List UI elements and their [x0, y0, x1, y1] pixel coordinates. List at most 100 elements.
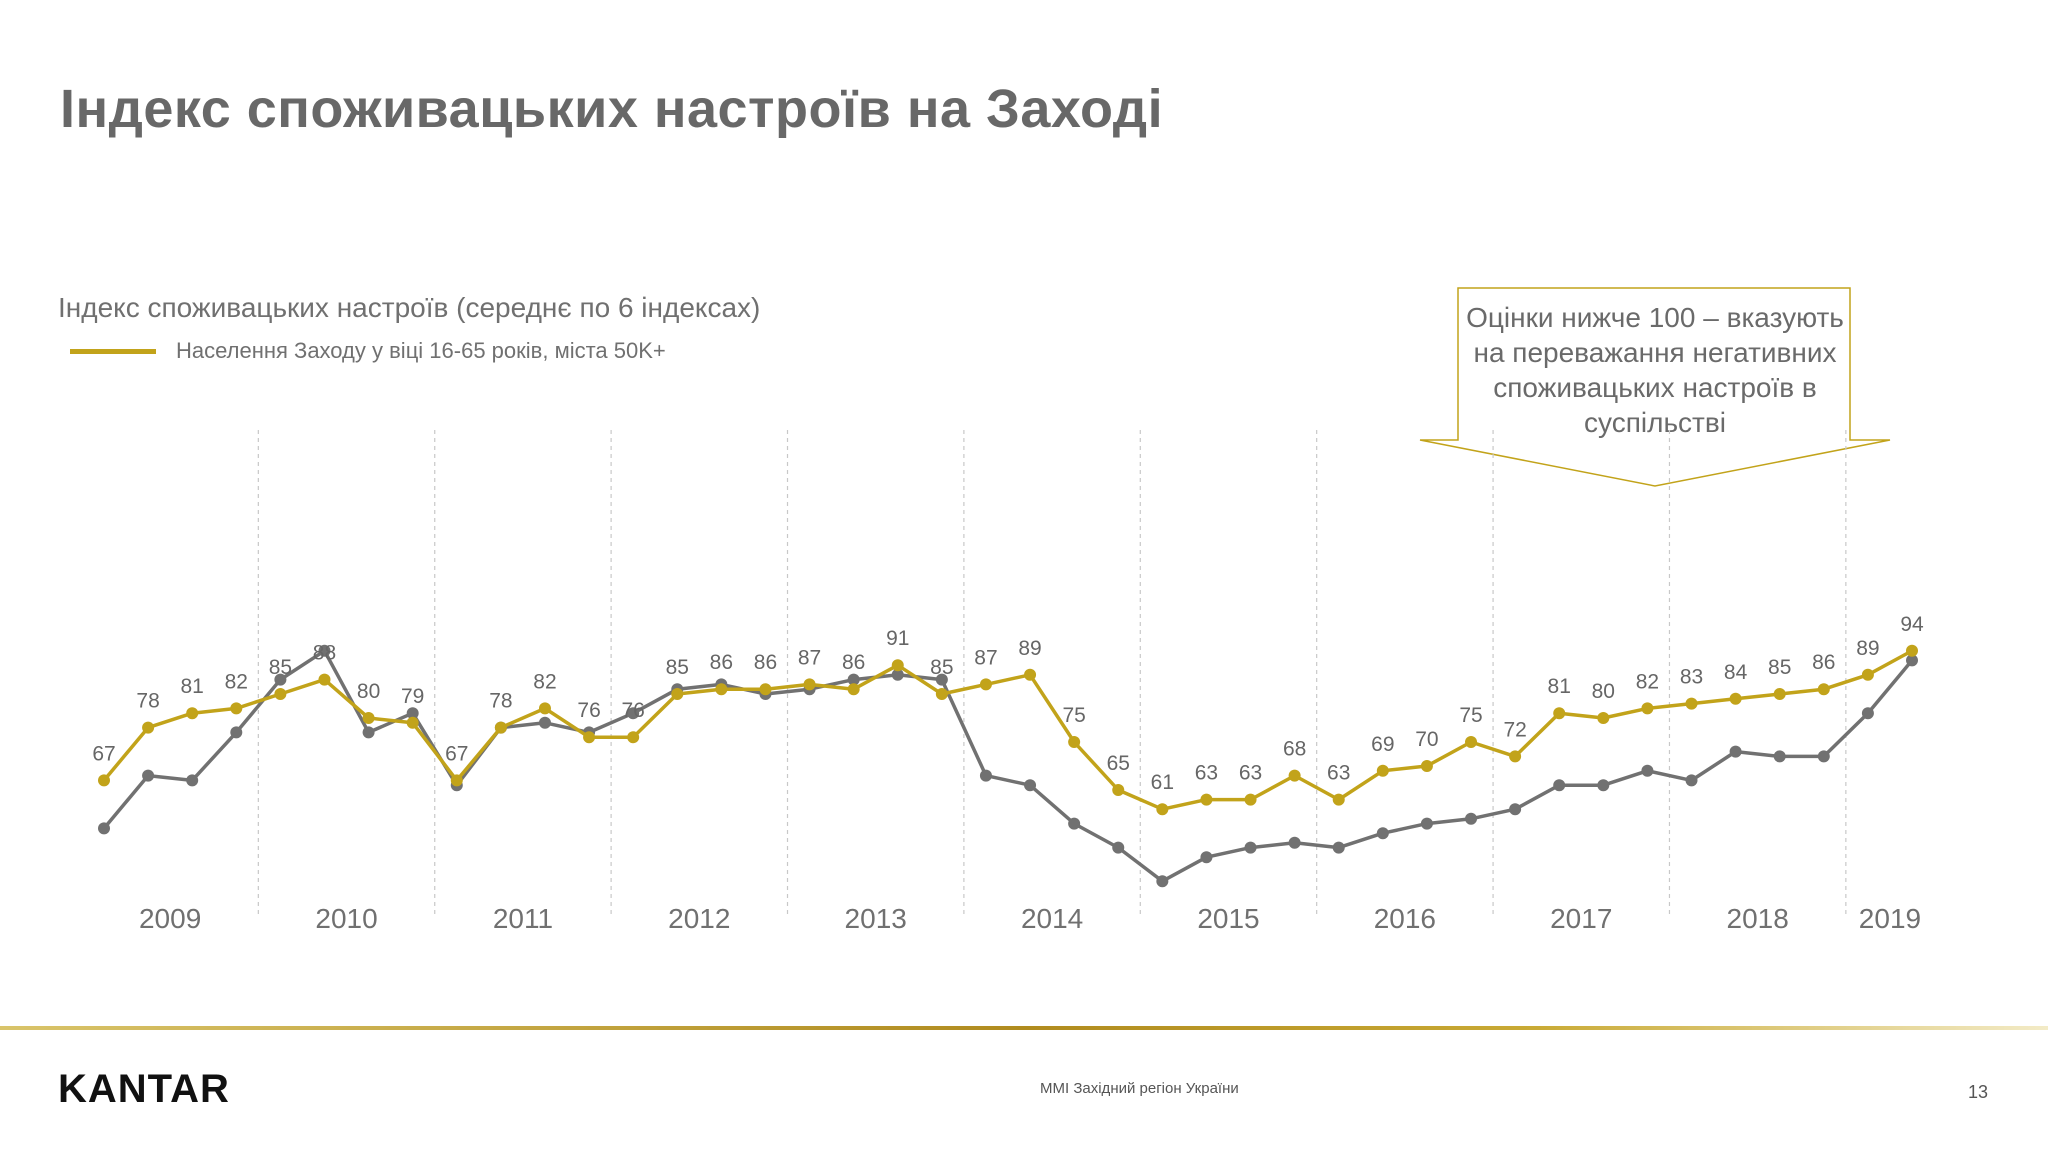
- data-point-gold: [1112, 784, 1125, 796]
- data-point-gold: [362, 712, 375, 724]
- data-point-grey: [1773, 750, 1786, 763]
- data-label: 67: [445, 742, 468, 765]
- data-point-grey: [1244, 841, 1257, 854]
- data-label: 87: [974, 646, 997, 669]
- data-label: 85: [1768, 656, 1791, 679]
- data-label: 79: [401, 685, 424, 708]
- data-point-gold: [803, 678, 816, 691]
- x-tick-label: 2019: [1859, 903, 1921, 934]
- data-point-gold: [1024, 668, 1037, 681]
- data-point-gold: [450, 774, 463, 787]
- data-label: 68: [1283, 738, 1306, 761]
- chart-legend: Населення Заходу у віці 16-65 років, міс…: [70, 338, 666, 364]
- data-point-grey: [362, 726, 375, 739]
- data-point-gold: [1376, 764, 1389, 777]
- data-point-grey: [891, 668, 904, 681]
- x-tick-label: 2011: [493, 903, 553, 934]
- data-label: 82: [533, 670, 556, 693]
- data-point-gold: [1156, 803, 1169, 816]
- data-point-gold: [1068, 736, 1081, 748]
- data-point-gold: [318, 673, 331, 686]
- data-label: 88: [313, 642, 336, 665]
- data-point-gold: [1597, 712, 1610, 724]
- data-point-grey: [1288, 836, 1301, 849]
- data-point-gold: [98, 774, 110, 787]
- data-label: 76: [577, 699, 600, 722]
- data-point-gold: [406, 716, 419, 729]
- data-label: 86: [754, 651, 777, 674]
- data-point-grey: [318, 644, 331, 657]
- x-tick-label: 2013: [845, 903, 907, 934]
- data-point-grey: [1465, 812, 1478, 825]
- footer-divider: [0, 1026, 2048, 1030]
- data-point-gold: [142, 721, 155, 734]
- data-label: 85: [666, 656, 689, 679]
- data-point-grey: [1641, 764, 1654, 777]
- data-point-gold: [1288, 769, 1301, 782]
- legend-swatch-gold: [70, 348, 156, 354]
- data-point-gold: [494, 721, 507, 734]
- footer-caption: MMI Західний регіон України: [1040, 1080, 1239, 1097]
- data-point-gold: [1906, 644, 1918, 657]
- data-point-grey: [1597, 779, 1610, 792]
- data-point-grey: [627, 707, 640, 720]
- data-point-gold: [1773, 688, 1786, 700]
- data-point-gold: [715, 683, 728, 696]
- data-point-gold: [1332, 793, 1345, 806]
- data-label: 94: [1900, 613, 1924, 636]
- x-tick-label: 2015: [1197, 903, 1259, 934]
- data-point-grey: [847, 673, 860, 686]
- data-label: 86: [842, 651, 865, 674]
- data-point-grey: [1112, 841, 1125, 854]
- x-tick-label: 2014: [1021, 903, 1083, 934]
- data-point-gold: [583, 731, 596, 744]
- x-tick-label: 2010: [315, 903, 377, 934]
- x-tick-label: 2018: [1727, 903, 1789, 934]
- data-label: 69: [1371, 733, 1394, 756]
- data-label: 72: [1503, 718, 1526, 741]
- data-point-gold: [1685, 697, 1698, 710]
- x-tick-label: 2012: [668, 903, 730, 934]
- data-label: 85: [269, 656, 292, 679]
- data-point-gold: [538, 702, 551, 715]
- data-point-gold: [186, 707, 199, 720]
- data-point-grey: [1420, 817, 1433, 830]
- data-point-grey: [979, 769, 992, 782]
- data-point-grey: [274, 673, 287, 686]
- data-label: 83: [1680, 666, 1703, 689]
- data-label: 75: [1459, 704, 1482, 727]
- data-label: 82: [225, 670, 248, 693]
- data-label: 89: [1018, 637, 1041, 660]
- data-point-gold: [1817, 683, 1830, 696]
- data-label: 67: [92, 742, 115, 765]
- data-point-gold: [230, 702, 243, 715]
- data-point-gold: [1509, 750, 1522, 763]
- data-point-grey: [406, 707, 419, 720]
- data-point-gold: [1553, 707, 1566, 720]
- data-point-gold: [1729, 692, 1742, 705]
- line-chart: 2009 2010 2011 2012 2013 2014 2015 2016 2017 2018…: [92, 430, 1924, 934]
- data-point-gold: [979, 678, 992, 691]
- legend-label: Населення Заходу у віці 16-65 років, міс…: [176, 338, 666, 363]
- data-label: 86: [1812, 651, 1835, 674]
- page-number: 13: [1967, 1082, 1988, 1102]
- data-label: 81: [1548, 675, 1571, 698]
- data-point-gold: [671, 688, 684, 700]
- data-label: 76: [621, 699, 644, 722]
- x-tick-label: 2017: [1550, 903, 1612, 934]
- callout-arrow-box: Оцінки нижче 100 – вказують на переважан…: [1418, 286, 1892, 490]
- data-label: 61: [1151, 771, 1174, 794]
- data-point-gold: [1200, 793, 1213, 806]
- page-title: Індекс споживацьких настроїв на Заході: [60, 79, 1164, 139]
- data-label: 63: [1239, 762, 1262, 785]
- data-point-grey: [935, 673, 948, 686]
- data-point-grey: [1332, 841, 1345, 854]
- data-point-grey: [1200, 851, 1213, 864]
- series-line-gold: [102, 649, 1913, 811]
- data-label: 85: [930, 656, 953, 679]
- data-point-grey: [1817, 750, 1830, 763]
- x-tick-label: 2016: [1374, 903, 1436, 934]
- data-label: 63: [1327, 762, 1350, 785]
- data-point-gold: [1861, 668, 1874, 681]
- data-point-gold: [1641, 702, 1654, 715]
